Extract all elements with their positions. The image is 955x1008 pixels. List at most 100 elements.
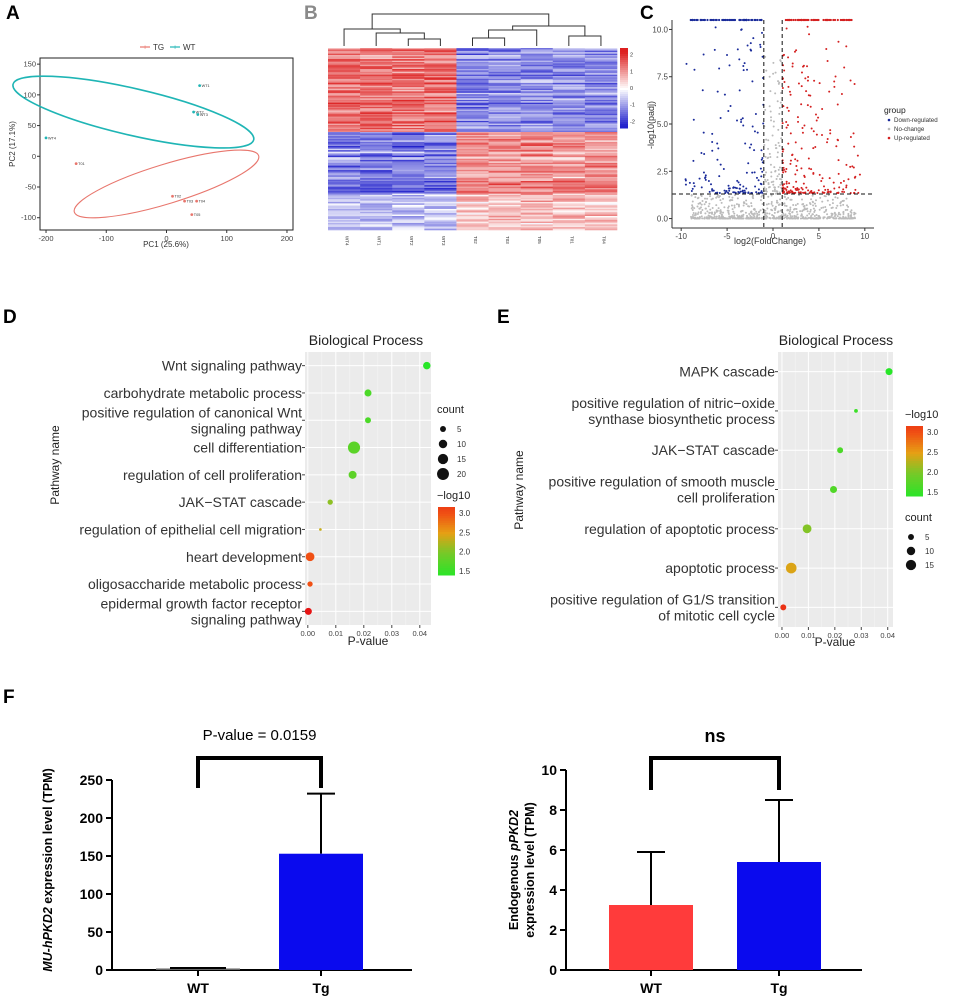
heatmap-column-labels: WT4 WT1 WT2 WT3 T02 T03 T05 T01 T04: [345, 236, 607, 246]
volcano-point-nochange: [778, 216, 781, 219]
volcano-point-down: [759, 191, 762, 194]
pca-y-tick-label: 150: [23, 60, 36, 69]
dotplot-color-legend-segment: [438, 509, 455, 513]
volcano-point-up: [843, 18, 846, 22]
heatmap-cell: [360, 48, 393, 50]
heatmap-cell: [584, 91, 618, 94]
volcano-point-nochange: [770, 171, 773, 174]
volcano-point-nochange: [690, 216, 693, 219]
heatmap-cell: [424, 111, 457, 113]
volcano-point-nochange: [766, 212, 769, 215]
heatmap-cell: [360, 220, 393, 222]
heatmap-cell: [424, 160, 457, 162]
dotplot-color-legend-segment: [906, 458, 923, 462]
bar-y-tick-label: 150: [80, 848, 104, 864]
heatmap-cell: [360, 113, 393, 116]
volcano-point-down: [742, 69, 745, 72]
heatmap-cell: [456, 87, 489, 89]
volcano-point-up: [802, 182, 805, 185]
heatmap-cell: [328, 60, 361, 63]
heatmap-cell: [584, 52, 618, 54]
volcano-point-nochange: [824, 205, 827, 208]
volcano-point-up: [796, 188, 799, 191]
heatmap-cell: [360, 179, 393, 182]
dotplot-e-title: Biological Process: [779, 332, 893, 348]
volcano-point-nochange: [778, 106, 781, 109]
heatmap-cell: [392, 69, 425, 71]
volcano-point-nochange: [783, 195, 786, 198]
heatmap-cell: [424, 122, 457, 124]
volcano-point-nochange: [805, 208, 808, 211]
heatmap-cell: [456, 88, 489, 91]
volcano-point-nochange: [720, 201, 723, 204]
heatmap-cell: [488, 99, 521, 102]
volcano-point-up: [823, 191, 826, 194]
heatmap-cell: [552, 102, 586, 105]
heatmap-cell: [424, 155, 457, 158]
heatmap-cell: [584, 220, 618, 222]
heatmap-cell: [552, 153, 586, 155]
heatmap-cell: [328, 225, 361, 228]
heatmap-cell: [520, 102, 554, 105]
heatmap-cell: [552, 63, 586, 66]
volcano-point-nochange: [793, 214, 796, 217]
volcano-point-nochange: [808, 201, 811, 204]
heatmap-cell: [520, 139, 554, 141]
heatmap-cell: [552, 192, 586, 194]
heatmap-cell: [488, 174, 521, 176]
volcano-point-up: [853, 82, 856, 85]
heatmap-cell: [488, 76, 521, 78]
heatmap-cell: [360, 214, 393, 217]
heatmap-cell: [456, 111, 489, 113]
pca-x-tick-label: 200: [281, 234, 294, 243]
heatmap-cell: [328, 87, 361, 89]
bar2-y-axis-label-line1: Endogenous pPKD2: [507, 810, 521, 930]
heatmap-color-scale: 210-1-2: [620, 48, 635, 129]
heatmap-cell: [360, 67, 393, 70]
heatmap-cell: [552, 144, 586, 147]
volcano-point-nochange: [718, 217, 721, 220]
volcano-point-nochange: [742, 217, 745, 220]
heatmap-cell: [456, 136, 489, 138]
heatmap-cell: [488, 221, 521, 224]
volcano-point-nochange: [747, 205, 750, 208]
heatmap-cell: [552, 221, 586, 224]
heatmap-cell: [488, 125, 521, 127]
volcano-point-down: [715, 18, 718, 22]
heatmap-cell: [360, 210, 393, 213]
volcano-point-up: [803, 124, 806, 127]
heatmap-cell: [488, 69, 521, 71]
volcano-point-up: [857, 191, 860, 194]
heatmap-cell: [424, 139, 457, 141]
heatmap-cell: [520, 211, 554, 214]
heatmap-cell: [392, 165, 425, 168]
heatmap-cell: [584, 204, 618, 207]
heatmap-cell: [584, 60, 618, 63]
volcano-point-down: [702, 131, 705, 134]
heatmap-cell: [584, 53, 618, 56]
volcano-point-up: [842, 179, 845, 182]
heatmap-cell: [360, 223, 393, 225]
heatmap-cell: [584, 211, 618, 214]
heatmap-cell: [328, 151, 361, 154]
heatmap-cell: [552, 213, 586, 215]
volcano-point-down: [742, 185, 745, 188]
pca-point: [44, 136, 48, 140]
heatmap-cell: [552, 228, 586, 231]
dotplot-color-legend-segment: [438, 534, 455, 537]
heatmap-cell: [456, 137, 489, 140]
heatmap-cell: [424, 104, 457, 106]
volcano-point-down: [735, 187, 738, 190]
heatmap-column-label: WT2: [409, 236, 414, 246]
heatmap-cell: [456, 216, 489, 218]
pca-x-tick-label: 100: [220, 234, 233, 243]
heatmap-cell: [392, 225, 425, 228]
volcano-point-nochange: [733, 217, 736, 220]
heatmap-cell: [584, 143, 618, 145]
heatmap-cell: [360, 188, 393, 190]
heatmap-cell: [488, 52, 521, 54]
heatmap-cell: [584, 216, 618, 218]
volcano-x-axis-label: log2(FoldChange): [734, 236, 806, 246]
volcano-point-nochange: [794, 204, 797, 207]
heatmap-column-label: T03: [505, 236, 510, 244]
